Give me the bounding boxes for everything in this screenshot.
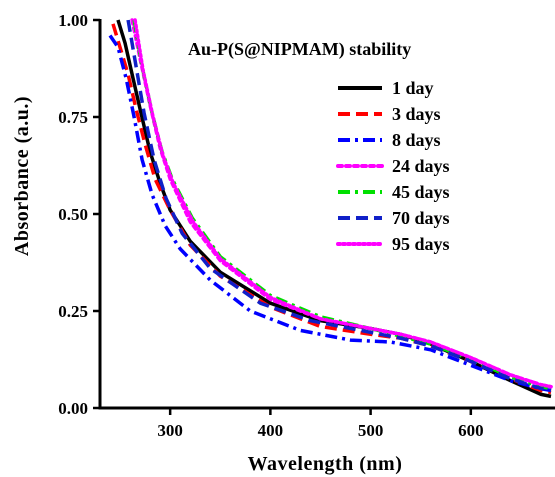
series-line-7 bbox=[133, 18, 553, 389]
ticks-layer: 0.00 0.25 0.50 0.75 1.00 300 400 500 600 bbox=[58, 11, 483, 440]
legend-label-3: 8 days bbox=[392, 130, 441, 150]
y-tick-label: 0.25 bbox=[58, 302, 88, 321]
legend-label-6: 70 days bbox=[392, 208, 450, 228]
x-tick-label: 300 bbox=[157, 421, 183, 440]
series-line-6 bbox=[126, 19, 552, 393]
y-tick-label: 0.00 bbox=[58, 399, 88, 418]
x-tick-label: 600 bbox=[458, 421, 484, 440]
y-axis-title: Absorbance (a.u.) bbox=[11, 96, 33, 256]
x-tick-label: 400 bbox=[258, 421, 284, 440]
series-line-3 bbox=[108, 34, 552, 393]
series-line-5 bbox=[132, 19, 552, 391]
series-layer bbox=[108, 18, 553, 399]
axes-layer bbox=[98, 19, 555, 410]
legend-label-7: 95 days bbox=[392, 234, 450, 254]
legend-label-1: 1 day bbox=[392, 78, 434, 98]
legend-label-2: 3 days bbox=[392, 104, 441, 124]
x-axis-title: Wavelength (nm) bbox=[248, 453, 403, 475]
legend-label-4: 24 days bbox=[392, 156, 450, 176]
legend: Au-P(S@NIPMAM) stability 1 day 3 days 8 da… bbox=[188, 39, 450, 254]
legend-label-5: 45 days bbox=[392, 182, 450, 202]
x-tick-label: 500 bbox=[358, 421, 384, 440]
legend-title: Au-P(S@NIPMAM) stability bbox=[188, 39, 411, 60]
series-line-1 bbox=[116, 19, 552, 399]
y-tick-label: 0.50 bbox=[58, 205, 88, 224]
y-tick-label: 0.75 bbox=[58, 108, 88, 127]
series-line-4 bbox=[130, 18, 553, 389]
y-tick-label: 1.00 bbox=[58, 11, 88, 30]
